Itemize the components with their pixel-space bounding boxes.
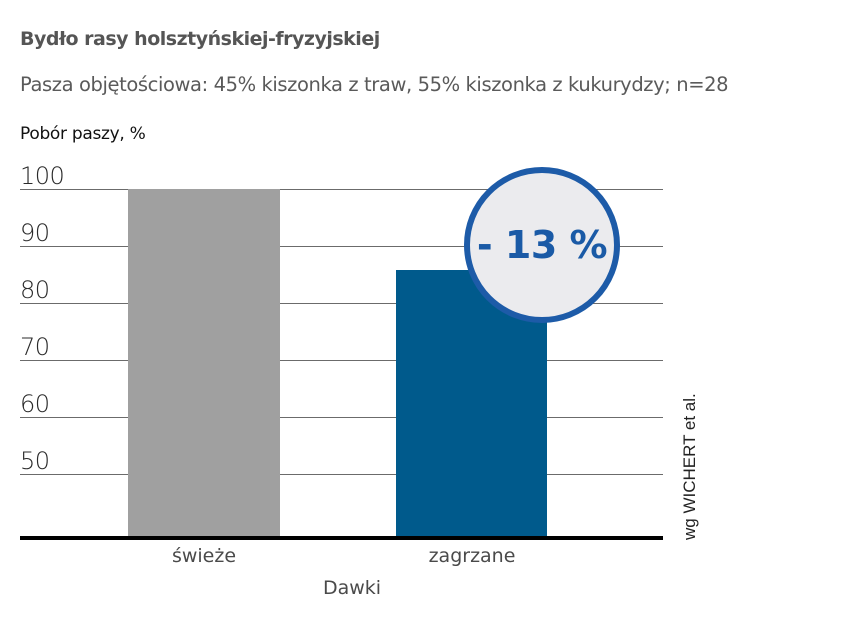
- gridline-50: [20, 474, 663, 475]
- y-tick-70: 70: [20, 333, 50, 361]
- gridline-70: [20, 360, 663, 361]
- percent-change-text: - 13 %: [476, 223, 608, 267]
- x-tick-zagrzane: zagrzane: [428, 545, 516, 567]
- gridline-90: [20, 246, 663, 247]
- gridline-100: [20, 189, 663, 190]
- percent-change-badge: - 13 %: [464, 167, 620, 323]
- bar-swieze: [128, 189, 280, 537]
- y-tick-60: 60: [20, 390, 50, 418]
- y-tick-90: 90: [20, 219, 50, 247]
- y-tick-50: 50: [20, 447, 50, 475]
- chart-title: Bydło rasy holsztyńskiej-fryzyjskiej: [20, 28, 380, 50]
- source-text: wg WICHERT et al.: [680, 393, 699, 540]
- gridline-60: [20, 417, 663, 418]
- chart-subtitle: Pasza objętościowa: 45% kiszonka z traw,…: [20, 73, 729, 96]
- gridline-80: [20, 303, 663, 304]
- y-tick-80: 80: [20, 276, 50, 304]
- x-axis-label: Dawki: [322, 577, 382, 599]
- y-axis-label: Pobór paszy, %: [20, 124, 146, 144]
- source-note: wg WICHERT et al.: [676, 350, 706, 540]
- x-tick-swieze: świeże: [171, 545, 237, 567]
- y-tick-100: 100: [20, 162, 65, 190]
- x-axis-line: [20, 536, 663, 540]
